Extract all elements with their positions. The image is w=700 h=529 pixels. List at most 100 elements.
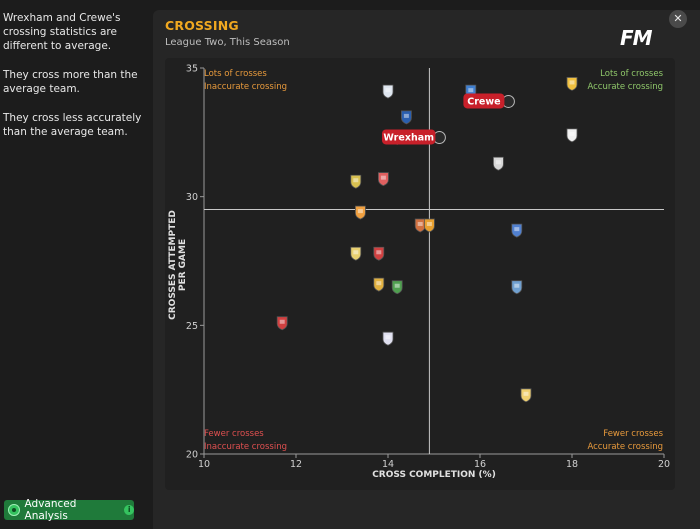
club-label: Crewe xyxy=(467,96,500,107)
club-crest-icon xyxy=(373,277,385,292)
quadrant-bottom-left: Fewer crosses Inaccurate crossing xyxy=(204,428,287,454)
club-point xyxy=(276,316,288,331)
crest-detail xyxy=(514,283,520,288)
fm-logo: FM xyxy=(620,26,653,50)
club-point xyxy=(391,280,403,295)
advanced-analysis-label: Advanced Analysis xyxy=(24,498,77,522)
crest-detail xyxy=(523,391,529,396)
crest-detail xyxy=(426,221,432,226)
club-point xyxy=(382,84,394,99)
club-crest-icon xyxy=(566,77,578,91)
crest-detail xyxy=(495,160,501,165)
club-point xyxy=(566,128,578,143)
average-lines xyxy=(204,68,664,454)
crest-detail xyxy=(353,250,359,255)
club-point xyxy=(382,331,394,346)
club-point xyxy=(566,77,578,91)
quadrant-top-right: Lots of crosses Accurate crossing xyxy=(545,68,663,94)
close-button[interactable]: ✕ xyxy=(669,10,687,28)
club-point xyxy=(350,174,362,189)
crest-detail xyxy=(376,250,382,255)
crest-detail xyxy=(385,88,391,93)
crest-detail xyxy=(279,319,285,324)
crest-detail xyxy=(353,178,359,183)
page-title: CROSSING xyxy=(165,18,239,33)
club-point xyxy=(378,172,389,187)
club-point xyxy=(424,218,435,233)
insight-text-1: Wrexham and Crewe's crossing statistics … xyxy=(3,12,121,52)
club-point xyxy=(401,110,412,125)
x-tick-label: 12 xyxy=(290,459,302,470)
club-point: Crewe xyxy=(463,93,515,109)
club-crest-icon xyxy=(391,280,403,295)
crest-detail xyxy=(376,281,382,286)
advanced-analysis-button[interactable]: Advanced Analysis i xyxy=(4,498,134,522)
club-point xyxy=(373,277,385,292)
club-crest-icon xyxy=(276,316,288,331)
quadrant-bottom-right-line-1: Fewer crosses xyxy=(603,429,663,439)
crest-detail xyxy=(357,209,363,214)
crest-detail xyxy=(569,131,575,136)
club-crest-icon xyxy=(382,84,394,99)
club-label: Wrexham xyxy=(383,132,434,143)
club-crest-icon xyxy=(350,246,362,261)
x-tick-label: 14 xyxy=(382,459,394,470)
club-crest-icon xyxy=(382,331,394,346)
crest-detail xyxy=(417,221,423,226)
x-tick-label: 16 xyxy=(474,459,486,470)
club-point xyxy=(350,246,362,261)
crest-detail xyxy=(468,88,474,93)
quadrant-top-right-line-2: Accurate crossing xyxy=(587,82,663,92)
club-point xyxy=(355,205,366,220)
crest-detail xyxy=(380,175,386,180)
quadrant-top-right-line-1: Lots of crosses xyxy=(600,69,663,79)
club-point xyxy=(520,388,532,403)
insight-text-2: They cross more than the average team. xyxy=(3,69,138,95)
crest-detail xyxy=(385,335,391,340)
crest-detail xyxy=(403,113,409,118)
club-crest-icon xyxy=(401,110,412,125)
club-label-badge xyxy=(463,93,505,109)
analysis-icon xyxy=(8,504,20,516)
crest-detail xyxy=(569,80,575,85)
club-crest-icon xyxy=(355,205,366,220)
quadrant-top-left-line-1: Lots of crosses xyxy=(204,69,267,79)
quadrant-bottom-left-line-2: Inaccurate crossing xyxy=(204,442,287,452)
y-axis-title: CROSSES ATTEMPTED PER GAME xyxy=(168,210,188,320)
insight-text-3: They cross less accurately than the aver… xyxy=(3,112,142,138)
club-label-badge xyxy=(382,129,436,145)
club-crest-icon xyxy=(566,128,578,143)
club-point: Wrexham xyxy=(382,129,446,145)
x-axis-title: CROSS COMPLETION (%) xyxy=(372,470,496,480)
x-tick-label: 18 xyxy=(566,459,578,470)
club-crest-icon xyxy=(520,388,532,403)
quadrant-bottom-right: Fewer crosses Accurate crossing xyxy=(545,428,663,454)
info-icon[interactable]: i xyxy=(124,505,134,515)
club-crest-icon xyxy=(511,223,523,238)
y-tick-label: 25 xyxy=(186,321,198,332)
club-crest-icon xyxy=(424,218,435,233)
crest-detail xyxy=(514,227,520,232)
club-crest-icon xyxy=(373,246,385,261)
crest-detail xyxy=(394,283,400,288)
club-point xyxy=(511,280,523,295)
x-tick-label: 20 xyxy=(658,459,670,470)
y-tick-label: 20 xyxy=(186,450,198,461)
x-tick-label: 10 xyxy=(198,459,210,470)
insight-panel: Wrexham and Crewe's crossing statistics … xyxy=(0,0,152,529)
quadrant-bottom-left-line-1: Fewer crosses xyxy=(204,429,264,439)
club-crest-icon xyxy=(511,280,523,295)
club-crest-icon xyxy=(350,174,362,189)
quadrant-bottom-right-line-2: Accurate crossing xyxy=(587,442,663,452)
y-tick-label: 35 xyxy=(186,64,198,75)
chart-axes: 10 12 14 16 18 20 20 25 30 35 xyxy=(186,64,670,471)
club-crest-icon xyxy=(378,172,389,187)
quadrant-top-left: Lots of crosses Inaccurate crossing xyxy=(204,68,287,94)
club-point xyxy=(414,218,426,233)
club-point xyxy=(373,246,385,261)
page-subtitle: League Two, This Season xyxy=(165,37,290,48)
chart-points: Crewe Wrexham xyxy=(276,77,578,403)
y-tick-label: 30 xyxy=(186,192,198,203)
club-point xyxy=(493,156,504,171)
